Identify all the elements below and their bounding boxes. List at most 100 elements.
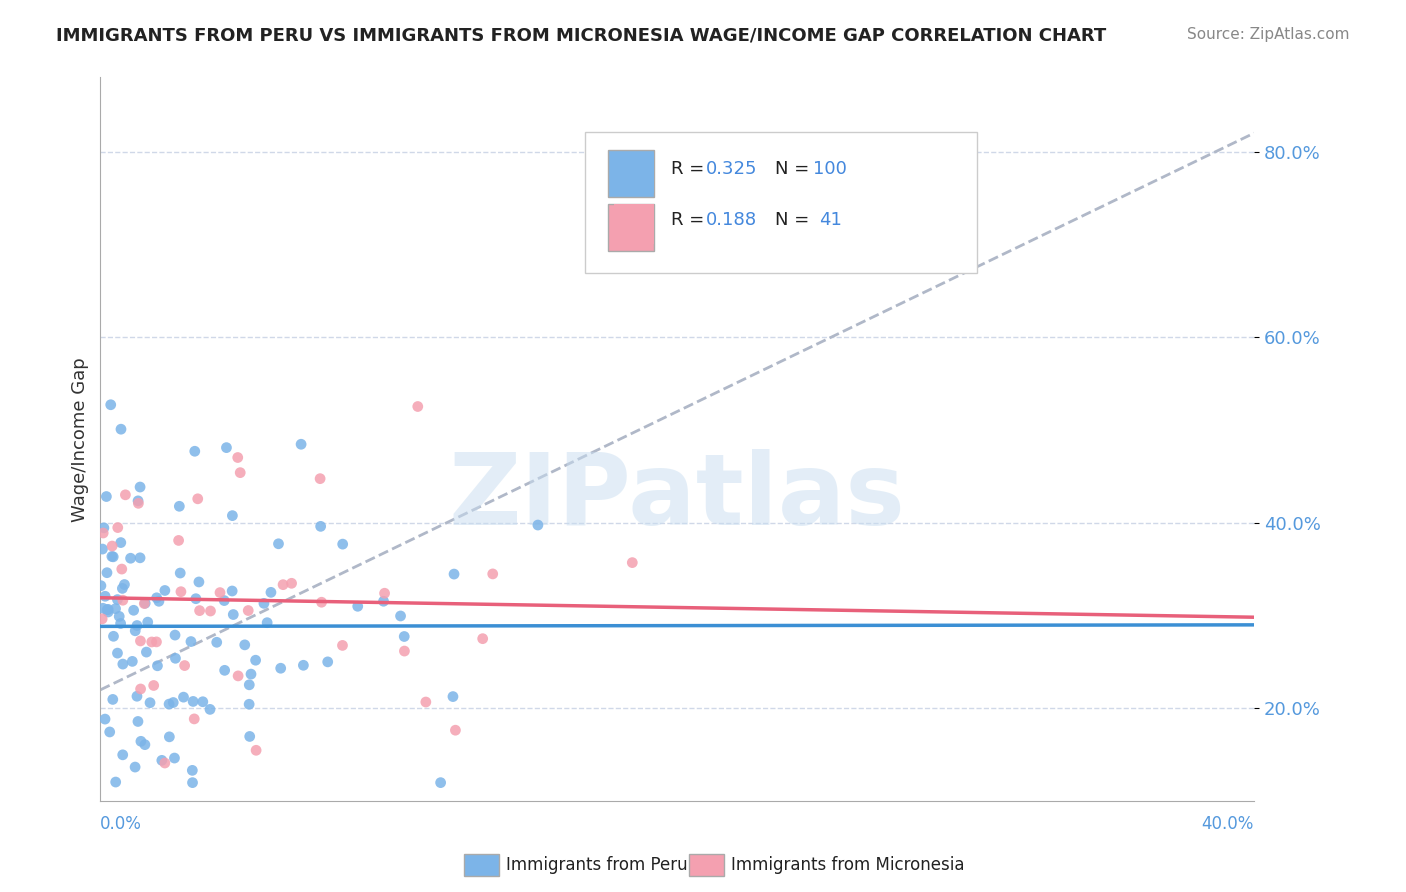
Point	[406, 400, 429, 414]
Point	[145, 635, 167, 649]
Text: N =: N =	[775, 211, 815, 229]
Point	[481, 566, 503, 581]
Point	[429, 775, 451, 789]
Point	[290, 437, 312, 451]
Point	[200, 604, 222, 618]
FancyBboxPatch shape	[607, 204, 654, 252]
Point	[134, 597, 156, 611]
Point	[292, 658, 315, 673]
Point	[214, 663, 236, 677]
Text: 41: 41	[820, 211, 842, 229]
Point	[153, 756, 176, 770]
Point	[163, 751, 186, 765]
FancyBboxPatch shape	[614, 153, 654, 194]
Point	[443, 567, 465, 582]
Point	[127, 493, 149, 508]
Text: IMMIGRANTS FROM PERU VS IMMIGRANTS FROM MICRONESIA WAGE/INCOME GAP CORRELATION C: IMMIGRANTS FROM PERU VS IMMIGRANTS FROM …	[56, 27, 1107, 45]
Point	[100, 398, 122, 412]
Point	[91, 526, 114, 541]
Point	[96, 566, 118, 580]
Point	[169, 566, 191, 580]
Point	[183, 712, 205, 726]
Point	[311, 595, 333, 609]
Text: Immigrants from Micronesia: Immigrants from Micronesia	[731, 856, 965, 874]
Point	[124, 760, 146, 774]
Point	[90, 579, 112, 593]
Point	[394, 644, 416, 658]
Point	[114, 577, 136, 591]
Point	[215, 441, 238, 455]
Point	[208, 585, 231, 599]
Point	[444, 723, 467, 738]
Point	[238, 678, 260, 692]
Point	[125, 690, 148, 704]
Point	[621, 556, 644, 570]
Point	[245, 743, 267, 757]
Point	[205, 635, 228, 649]
Point	[229, 466, 252, 480]
Point	[256, 615, 278, 630]
Point	[94, 712, 117, 726]
Point	[110, 535, 132, 549]
Text: 40.0%: 40.0%	[1202, 815, 1254, 833]
Point	[110, 422, 132, 436]
Point	[93, 521, 115, 535]
Point	[184, 444, 207, 458]
Point	[316, 655, 339, 669]
Point	[121, 654, 143, 668]
Point	[226, 669, 249, 683]
Point	[226, 450, 249, 465]
Point	[163, 628, 186, 642]
Point	[120, 551, 142, 566]
Point	[101, 692, 124, 706]
Point	[107, 592, 129, 607]
Point	[114, 488, 136, 502]
Point	[153, 583, 176, 598]
Y-axis label: Wage/Income Gap: Wage/Income Gap	[72, 357, 89, 522]
Point	[346, 599, 368, 614]
Point	[142, 678, 165, 692]
Point	[145, 591, 167, 605]
Point	[111, 747, 134, 762]
Point	[111, 582, 134, 596]
Point	[135, 645, 157, 659]
Point	[221, 508, 243, 523]
Point	[212, 593, 235, 607]
Point	[129, 480, 152, 494]
Point	[373, 594, 395, 608]
Point	[91, 542, 114, 557]
Point	[129, 734, 152, 748]
Point	[441, 690, 464, 704]
Point	[111, 562, 134, 576]
Point	[471, 632, 494, 646]
Point	[181, 775, 204, 789]
Point	[134, 596, 156, 610]
Text: Source: ZipAtlas.com: Source: ZipAtlas.com	[1187, 27, 1350, 42]
Point	[96, 490, 118, 504]
Point	[129, 634, 152, 648]
Text: 0.0%: 0.0%	[100, 815, 142, 833]
Point	[104, 601, 127, 615]
Text: R =: R =	[672, 211, 710, 229]
Text: Immigrants from Peru: Immigrants from Peru	[506, 856, 688, 874]
Point	[101, 549, 124, 564]
Point	[184, 591, 207, 606]
Point	[97, 605, 120, 619]
FancyBboxPatch shape	[585, 132, 977, 273]
Point	[181, 694, 204, 708]
Text: 0.325: 0.325	[706, 161, 758, 178]
Point	[238, 603, 260, 617]
Point	[162, 696, 184, 710]
Point	[103, 549, 125, 564]
Point	[181, 764, 204, 778]
Point	[332, 537, 354, 551]
Point	[260, 585, 283, 599]
Point	[157, 730, 180, 744]
Point	[415, 695, 437, 709]
Point	[107, 520, 129, 534]
FancyBboxPatch shape	[607, 150, 654, 197]
Point	[170, 584, 193, 599]
Point	[267, 537, 290, 551]
Point	[191, 695, 214, 709]
Point	[96, 603, 118, 617]
